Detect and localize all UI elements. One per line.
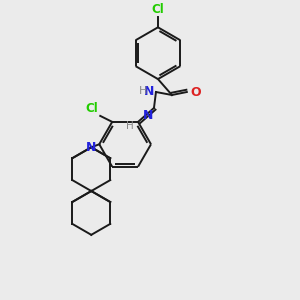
Text: N: N (144, 85, 154, 98)
Text: H: H (139, 86, 147, 96)
Text: Cl: Cl (152, 3, 164, 16)
Text: O: O (191, 85, 201, 98)
Text: H: H (126, 121, 134, 131)
Text: N: N (142, 109, 153, 122)
Text: N: N (86, 141, 97, 154)
Text: Cl: Cl (85, 102, 98, 115)
